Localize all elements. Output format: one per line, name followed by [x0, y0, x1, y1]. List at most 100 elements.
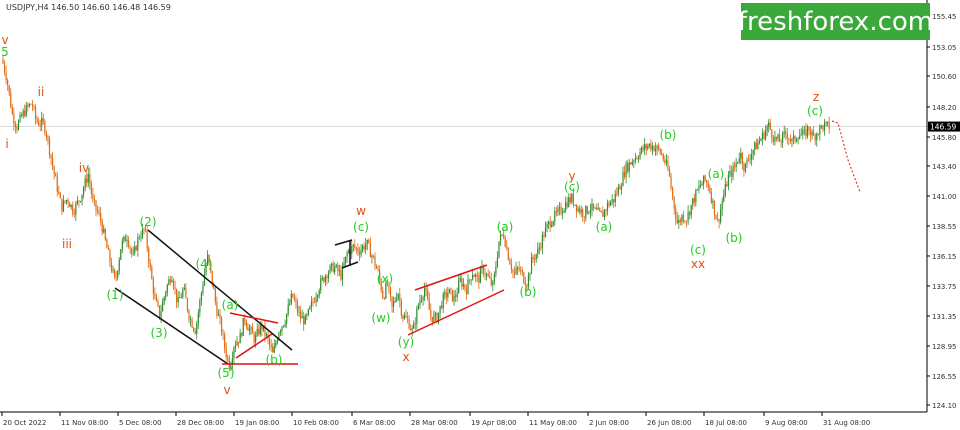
- candle-body: [464, 284, 466, 289]
- candle-body: [10, 92, 12, 108]
- wave-label: w: [356, 204, 366, 218]
- candle-body: [693, 198, 695, 203]
- candle-body: [811, 131, 813, 136]
- candle-body: [315, 297, 317, 303]
- candle-body: [507, 248, 509, 260]
- candle-body: [513, 271, 516, 274]
- candle-body: [265, 333, 268, 336]
- candle-body: [740, 153, 742, 159]
- time-tick-label: 2 Jun 08:00: [589, 419, 629, 427]
- candle-body: [411, 328, 413, 331]
- candle-body: [239, 333, 241, 344]
- candle-body: [580, 209, 582, 213]
- candle-body: [760, 139, 762, 141]
- candle-body: [379, 270, 381, 280]
- candle-body: [659, 148, 661, 153]
- candle-body: [816, 133, 818, 141]
- candle-body: [690, 204, 692, 216]
- candle-body: [8, 85, 10, 93]
- candle-body: [327, 272, 330, 279]
- candle-body: [126, 239, 128, 242]
- candle-body: [157, 301, 159, 306]
- candle-body: [515, 268, 517, 274]
- candle-body: [163, 297, 165, 302]
- candle-body: [103, 229, 105, 233]
- candle-body: [155, 296, 158, 302]
- candle-body: [676, 218, 678, 224]
- wave-label: (a): [497, 220, 514, 234]
- candle-body: [50, 154, 52, 159]
- price-tick-label: 131.35: [932, 313, 957, 321]
- candle-body: [96, 209, 99, 212]
- candle-body: [766, 126, 768, 131]
- candle-body: [214, 289, 216, 302]
- candle-body: [616, 193, 618, 195]
- candle-body: [499, 234, 502, 242]
- candle-body: [588, 212, 590, 214]
- candle-body: [730, 170, 733, 177]
- forecast-path: [831, 120, 861, 193]
- candle-body: [101, 220, 103, 233]
- candle-body: [774, 136, 776, 142]
- candle-body: [123, 236, 125, 241]
- candle-body: [698, 185, 700, 190]
- candle-body: [41, 118, 43, 126]
- candle-body: [571, 193, 573, 203]
- candle-body: [78, 200, 80, 202]
- candle-body: [492, 281, 494, 285]
- candle-body: [732, 166, 734, 177]
- candle-body: [121, 240, 123, 250]
- candle-body: [281, 326, 283, 332]
- candle-body: [450, 288, 452, 290]
- candle-body: [61, 198, 63, 212]
- candle-body: [262, 325, 264, 330]
- candle-body: [820, 125, 822, 127]
- candle-body: [282, 325, 285, 327]
- candle-body: [541, 234, 543, 249]
- candle-body: [107, 248, 109, 250]
- candle-body: [416, 308, 418, 325]
- candle-body: [620, 185, 623, 190]
- candle-body: [75, 203, 77, 215]
- wedge-upper-line: [414, 264, 488, 291]
- wave-label: (5): [218, 366, 235, 380]
- candle-body: [585, 206, 587, 218]
- candle-body: [817, 133, 819, 135]
- candle-body: [434, 313, 437, 315]
- candle-body: [290, 293, 292, 304]
- candle-body: [7, 80, 9, 86]
- wave-channels: [114, 229, 505, 365]
- candle-body: [512, 269, 514, 272]
- candle-body: [747, 159, 750, 161]
- candle-body: [757, 142, 759, 150]
- candle-body: [754, 142, 756, 151]
- candle-body: [383, 298, 385, 299]
- candle-body: [24, 110, 26, 116]
- candle-body: [709, 187, 711, 193]
- candle-body: [475, 274, 477, 277]
- candle-body: [233, 347, 235, 359]
- current-price-tag: [928, 121, 960, 132]
- candle-body: [403, 315, 406, 319]
- candle-body: [374, 256, 376, 267]
- candle-body: [250, 327, 252, 329]
- candle-body: [365, 244, 367, 250]
- candle-body: [413, 323, 415, 329]
- candle-body: [636, 158, 638, 159]
- candle-body: [521, 270, 523, 273]
- candle-body: [393, 301, 395, 307]
- candle-body: [806, 126, 809, 137]
- wave-label: iv: [79, 161, 89, 175]
- candle-body: [148, 248, 150, 263]
- wave-label: (c): [564, 180, 580, 194]
- candle-body: [642, 147, 644, 150]
- candle-body: [396, 298, 398, 301]
- candle-body: [670, 176, 672, 188]
- candle-body: [357, 248, 359, 253]
- candle-body: [52, 158, 54, 167]
- wave-label: (w): [371, 311, 390, 325]
- candle-body: [114, 269, 116, 278]
- candle-body: [568, 197, 570, 207]
- candle-body: [366, 239, 368, 245]
